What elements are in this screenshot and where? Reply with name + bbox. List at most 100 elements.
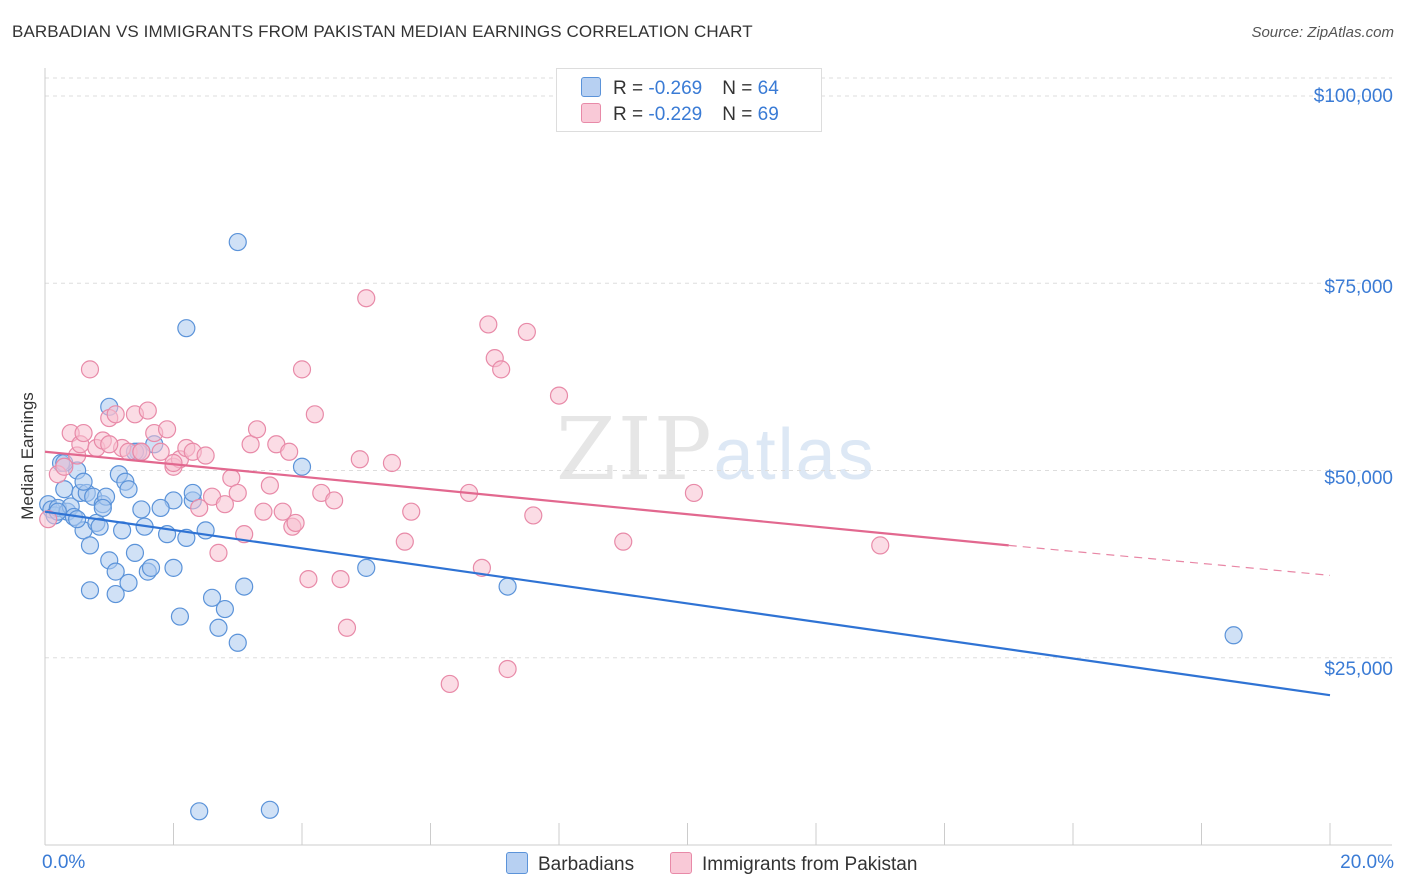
legend-swatch-pink [581, 103, 601, 123]
pakistan-point [395, 532, 414, 551]
legend-item-barbadians[interactable]: Barbadians [506, 852, 634, 876]
barbadian-point [190, 802, 209, 821]
legend-r-value: -0.269 [648, 78, 703, 99]
barbadian-point [183, 483, 202, 503]
barbadian-point [209, 618, 228, 637]
pakistan-point [254, 502, 273, 521]
pakistan-trend-extension [1008, 544, 1331, 576]
pakistan-point [350, 450, 369, 469]
barbadian-point [93, 498, 112, 518]
correlation-legend: R = -0.269 N = 64 R = -0.229 N = 69 [556, 68, 822, 132]
pakistan-point [151, 442, 170, 461]
legend-row-pakistan: R = -0.229 N = 69 [581, 103, 779, 126]
legend-row-barbadians: R = -0.269 N = 64 [581, 77, 779, 100]
barbadian-point [202, 588, 222, 607]
pakistan-point [196, 446, 215, 465]
barbadian-point [292, 457, 312, 476]
legend-r-label: R = [613, 104, 649, 125]
pakistan-point [273, 502, 292, 521]
barbadian-point [177, 319, 196, 338]
legend-label-pakistan: Immigrants from Pakistan [702, 854, 918, 875]
barbadian-point [260, 800, 279, 819]
pakistan-point [517, 322, 536, 342]
barbadian-point [228, 232, 247, 252]
legend-swatch-blue [581, 77, 601, 97]
pakistan-point [305, 405, 324, 424]
legend-swatch-pink [670, 852, 692, 874]
pakistan-point [286, 513, 305, 533]
pakistan-point [55, 457, 74, 476]
barbadian-point [151, 498, 170, 518]
pakistan-point [498, 659, 517, 679]
legend-label-barbadians: Barbadians [538, 854, 635, 875]
barbadian-point [141, 558, 161, 577]
pakistan-point [472, 558, 491, 577]
pakistan-point [74, 423, 93, 443]
pakistan-point [402, 502, 421, 521]
pakistan-point [337, 618, 357, 637]
pakistan-point [614, 532, 633, 551]
watermark: ZIPatlas [556, 400, 876, 500]
legend-r-label: R = [613, 78, 649, 99]
x-tick-min: 0.0% [42, 852, 86, 873]
chart-title: BARBADIAN VS IMMIGRANTS FROM PAKISTAN ME… [12, 22, 753, 41]
pakistan-point [331, 569, 350, 589]
source-label: Source: ZipAtlas.com [1251, 24, 1394, 41]
y-axis-label: Median Earnings [18, 392, 37, 520]
barbadian-point [170, 607, 190, 626]
barbadian-point [119, 573, 138, 592]
pakistan-point [684, 483, 704, 503]
pakistan-point [235, 525, 254, 544]
legend-n-value: 69 [757, 104, 779, 125]
legend-item-pakistan[interactable]: Immigrants from Pakistan [670, 852, 917, 876]
y-tick-50000: $50,000 [1324, 468, 1393, 489]
pakistan-point [440, 674, 459, 694]
pakistan-point [260, 476, 279, 495]
y-tick-75000: $75,000 [1324, 277, 1393, 298]
series-legend: Barbadians Immigrants from Pakistan [0, 852, 1406, 876]
pakistan-point [106, 405, 125, 424]
barbadian-point [80, 536, 100, 555]
pakistan-point [247, 420, 267, 439]
legend-r-value: -0.229 [648, 104, 703, 125]
barbadian-point [106, 584, 125, 604]
barbadian-trend-line [44, 510, 1331, 697]
barbadian-point [106, 562, 125, 581]
pakistan-point [280, 442, 299, 461]
pakistan-point [138, 401, 157, 420]
pakistan-point [549, 386, 569, 405]
legend-n-value: 64 [757, 78, 779, 99]
pakistan-point [209, 543, 228, 562]
watermark-atlas: atlas [713, 415, 876, 495]
pakistan-point [292, 360, 312, 379]
pakistan-point [382, 453, 402, 473]
pakistan-point [190, 498, 209, 518]
legend-n-label: N = [722, 104, 758, 125]
pakistan-point [479, 315, 498, 334]
y-tick-100000: $100,000 [1313, 86, 1393, 107]
pakistan-point [39, 510, 58, 529]
x-tick-max: 20.0% [1340, 852, 1394, 873]
barbadian-point [177, 528, 196, 548]
legend-n-label: N = [722, 78, 758, 99]
pakistan-point [299, 569, 318, 589]
pakistan-point [871, 536, 890, 555]
barbadian-point [90, 517, 109, 536]
pakistan-trend-line [44, 450, 1009, 547]
pakistan-point [241, 435, 260, 454]
barbadian-point [1224, 626, 1243, 645]
pakistan-point [100, 435, 119, 454]
barbadian-point [235, 577, 254, 596]
barbadian-point [164, 558, 183, 577]
pakistan-point [157, 420, 177, 439]
pakistan-point [215, 495, 234, 514]
barbadian-point [132, 500, 151, 519]
legend-swatch-blue [506, 852, 528, 874]
barbadian-point [215, 599, 234, 619]
pakistan-point [357, 289, 376, 308]
barbadian-point [119, 480, 138, 499]
watermark-zip: ZIP [556, 400, 714, 500]
pakistan-point [228, 483, 247, 503]
barbadian-point [125, 543, 145, 562]
